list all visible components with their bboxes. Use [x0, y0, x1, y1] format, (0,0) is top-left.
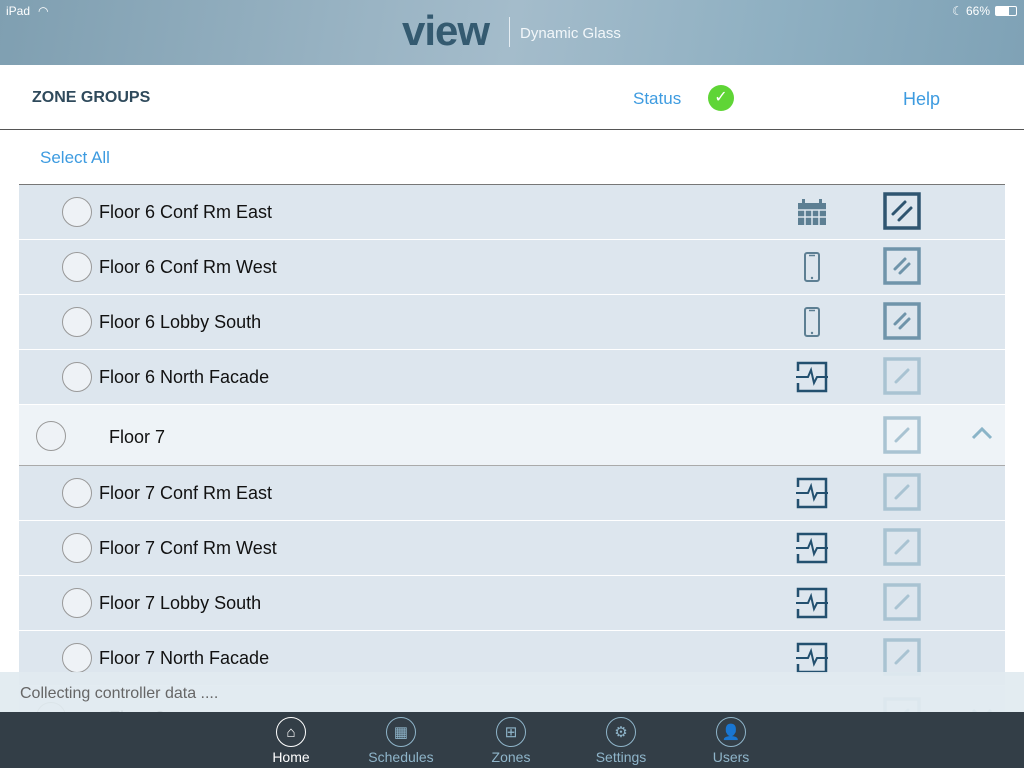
tab-label: Zones	[491, 749, 531, 765]
calendar-icon: ▦	[386, 717, 416, 747]
select-radio[interactable]	[62, 362, 92, 392]
zone-name: Floor 6 Conf Rm East	[99, 202, 273, 222]
home-icon: ⌂	[276, 717, 306, 747]
zone-name: Floor 7 Conf Rm West	[99, 538, 277, 558]
tint-level-icon[interactable]	[883, 583, 921, 621]
tint-level-icon[interactable]	[883, 416, 921, 454]
tab-label: Home	[272, 749, 310, 765]
phone-icon	[796, 250, 828, 284]
zone-row[interactable]: Floor 7 Conf Rm West	[19, 521, 1005, 576]
wifi-icon: ◠	[38, 4, 49, 18]
select-radio[interactable]	[62, 478, 92, 508]
divider	[509, 17, 510, 47]
select-radio[interactable]	[62, 533, 92, 563]
status-ok-icon[interactable]: ✓	[708, 85, 734, 111]
zone-name: Floor 6 Conf Rm West	[99, 257, 277, 277]
zone-list: Floor 6 Conf Rm East Floor 6 Conf Rm West…	[19, 184, 1005, 747]
select-radio[interactable]	[62, 197, 92, 227]
zone-row[interactable]: Floor 6 Conf Rm East	[19, 185, 1005, 240]
tint-level-icon[interactable]	[883, 528, 921, 566]
tint-level-icon[interactable]	[883, 473, 921, 511]
help-link[interactable]: Help	[903, 89, 941, 109]
tint-level-icon[interactable]	[883, 247, 921, 285]
tint-level-icon[interactable]	[883, 357, 921, 395]
loading-banner: Collecting controller data ....	[0, 672, 1024, 712]
tab-users[interactable]: 👤 Users	[686, 717, 776, 765]
tint-level-icon[interactable]	[883, 192, 921, 230]
pulse-icon	[796, 586, 828, 620]
tab-schedules[interactable]: ▦ Schedules	[356, 717, 446, 765]
zone-name: Floor 6 North Facade	[99, 367, 270, 387]
select-radio[interactable]	[62, 307, 92, 337]
zones-icon: ⊞	[496, 717, 526, 747]
zone-row[interactable]: Floor 7 Lobby South	[19, 576, 1005, 631]
app-header-bar: iPad ◠ ☾ 66% view Dynamic Glass	[0, 0, 1024, 65]
tint-level-icon[interactable]	[883, 638, 921, 676]
zone-name: Floor 6 Lobby South	[99, 312, 262, 332]
select-radio[interactable]	[62, 588, 92, 618]
zone-name: Floor 7 North Facade	[99, 648, 270, 668]
page-header: ZONE GROUPS Status ✓ Help	[0, 65, 1024, 130]
user-icon: 👤	[716, 717, 746, 747]
tab-zones[interactable]: ⊞ Zones	[466, 717, 556, 765]
view-logo: view	[402, 7, 490, 54]
product-name: Dynamic Glass	[520, 25, 621, 42]
tint-level-icon[interactable]	[883, 302, 921, 340]
zone-row[interactable]: Floor 6 North Facade	[19, 350, 1005, 405]
group-row[interactable]: Floor 7	[19, 405, 1005, 466]
tab-label: Schedules	[368, 749, 434, 765]
status-link[interactable]: Status	[633, 89, 682, 108]
pulse-icon	[796, 531, 828, 565]
battery-icon	[995, 6, 1017, 16]
chevron-up-icon[interactable]	[969, 423, 995, 443]
pulse-icon	[796, 360, 828, 394]
zone-name: Floor 7 Conf Rm East	[99, 483, 273, 503]
zone-row[interactable]: Floor 6 Conf Rm West	[19, 240, 1005, 295]
tab-home[interactable]: ⌂ Home	[246, 717, 336, 765]
zone-name: Floor 7 Lobby South	[99, 593, 262, 613]
zone-name: Floor 7	[109, 427, 166, 447]
moon-icon: ☾	[952, 4, 963, 18]
loading-text: Collecting controller data ....	[20, 685, 219, 702]
gear-icon: ⚙	[606, 717, 636, 747]
battery-label: 66%	[966, 4, 991, 18]
tab-label: Settings	[595, 749, 647, 765]
tab-bar: ⌂ Home ▦ Schedules ⊞ Zones ⚙ Settings 👤 Users	[0, 712, 1024, 768]
select-radio[interactable]	[62, 252, 92, 282]
phone-icon	[796, 305, 828, 339]
pulse-icon	[796, 476, 828, 510]
device-label: iPad	[6, 4, 31, 18]
pulse-icon	[796, 641, 828, 675]
select-radio[interactable]	[62, 643, 92, 673]
select-all-button[interactable]: Select All	[40, 148, 110, 167]
zone-row[interactable]: Floor 7 Conf Rm East	[19, 466, 1005, 521]
page-title: ZONE GROUPS	[32, 89, 151, 106]
calendar-icon	[796, 195, 828, 229]
select-radio[interactable]	[36, 421, 66, 451]
tab-label: Users	[712, 749, 750, 765]
tab-settings[interactable]: ⚙ Settings	[576, 717, 666, 765]
zone-row[interactable]: Floor 6 Lobby South	[19, 295, 1005, 350]
